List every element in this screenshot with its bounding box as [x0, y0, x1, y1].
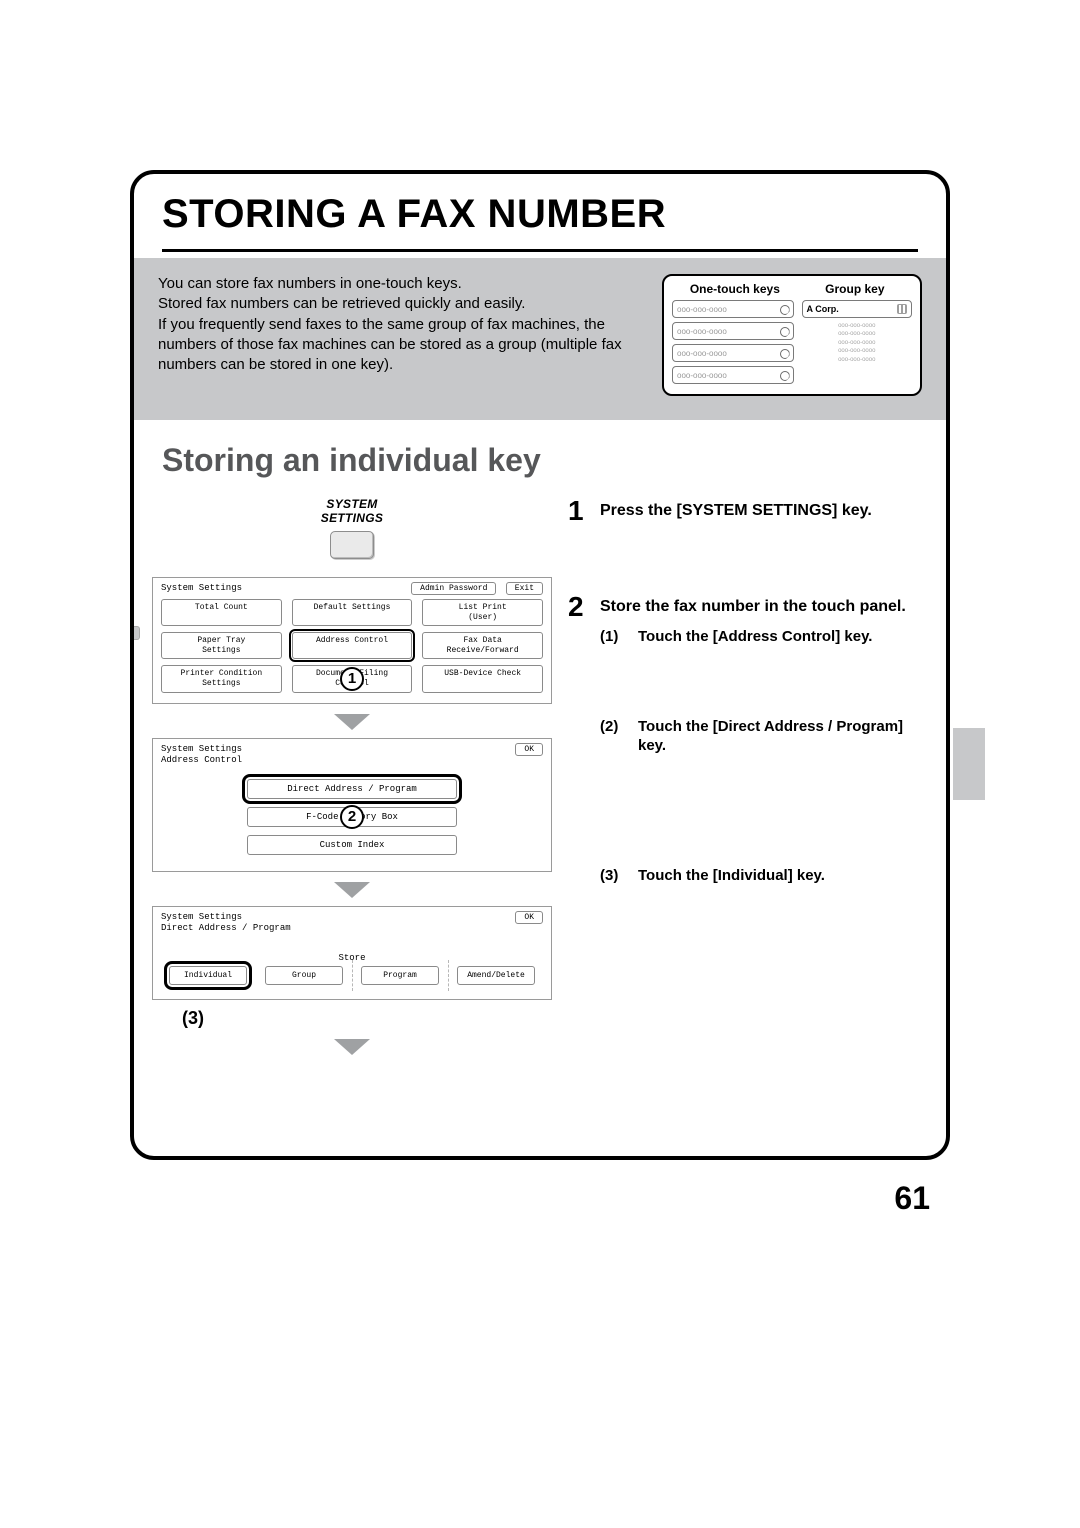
substep-1: (1) Touch the [Address Control] key.: [600, 627, 918, 647]
address-control-button[interactable]: Address Control: [292, 632, 413, 659]
system-settings-hardkey: [330, 531, 374, 559]
group-key-label: A Corp.: [807, 304, 839, 314]
keys-illustration: One-touch keys Group key ooo-ooo-oooo oo…: [662, 274, 922, 396]
fcode-memory-box-button[interactable]: F-Code Memory Box 2: [247, 807, 457, 827]
panel2-title: System Settings: [161, 744, 242, 754]
page-frame: STORING A FAX NUMBER You can store fax n…: [130, 170, 950, 1160]
panel3-subtitle: Direct Address / Program: [161, 923, 291, 933]
panel1-title: System Settings: [161, 583, 242, 593]
phone-icon: [779, 326, 789, 336]
down-arrow-icon: [334, 714, 370, 730]
steps-area: SYSTEM SETTINGS System Settings Admin Pa…: [134, 489, 946, 1069]
group-button[interactable]: Group: [265, 966, 343, 985]
substep-number: (2): [600, 717, 630, 756]
onetouch-key: ooo-ooo-oooo: [672, 322, 794, 340]
touch-panel-direct-address: System Settings Direct Address / Program…: [152, 906, 552, 1000]
down-arrow-icon: [334, 1039, 370, 1055]
program-button[interactable]: Program: [361, 966, 439, 985]
phone-icon: [779, 348, 789, 358]
substep-text: Touch the [Direct Address / Program] key…: [638, 717, 918, 756]
left-tab-handle: [130, 626, 140, 640]
substep-number: (3): [600, 866, 630, 886]
paper-tray-button[interactable]: Paper TraySettings: [161, 632, 282, 659]
intro-line: If you frequently send faxes to the same…: [158, 315, 644, 376]
instruction-column: 1 Press the [SYSTEM SETTINGS] key. 2 Sto…: [568, 493, 918, 1059]
intro-line: Stored fax numbers can be retrieved quic…: [158, 294, 644, 314]
group-numbers: ooo-ooo-oooo ooo-ooo-oooo ooo-ooo-oooo o…: [802, 322, 912, 364]
step-title: Press the [SYSTEM SETTINGS] key.: [600, 497, 872, 525]
individual-button[interactable]: Individual: [169, 966, 247, 985]
callout-1-badge: 1: [340, 667, 364, 691]
touch-panel-address-control: System Settings Address Control OK Direc…: [152, 738, 552, 872]
step-title: Store the fax number in the touch panel.: [600, 593, 906, 621]
ok-button[interactable]: OK: [515, 743, 543, 756]
default-settings-button[interactable]: Default Settings: [292, 599, 413, 626]
group-header: Group key: [798, 282, 912, 296]
system-settings-key-illustration: SYSTEM SETTINGS: [152, 493, 552, 569]
chapter-tab: [953, 728, 985, 800]
fax-data-button[interactable]: Fax DataReceive/Forward: [422, 632, 543, 659]
document-filing-button[interactable]: Document FilingControl 1: [292, 665, 413, 692]
group-column: A Corp. ooo-ooo-oooo ooo-ooo-oooo ooo-oo…: [802, 300, 912, 384]
page-title: STORING A FAX NUMBER: [162, 192, 918, 237]
store-button-row: Individual Group Program Amend/Delete: [161, 966, 543, 989]
printer-condition-button[interactable]: Printer ConditionSettings: [161, 665, 282, 692]
touch-panel-system-settings: System Settings Admin Password Exit Tota…: [152, 577, 552, 704]
onetouch-key: ooo-ooo-oooo: [672, 344, 794, 362]
step-1: 1 Press the [SYSTEM SETTINGS] key.: [568, 497, 918, 525]
intro-text: You can store fax numbers in one-touch k…: [158, 274, 644, 396]
phone-icon: [779, 370, 789, 380]
substep-2: (2) Touch the [Direct Address / Program]…: [600, 717, 918, 756]
step-number: 1: [568, 497, 590, 525]
substep-text: Touch the [Individual] key.: [638, 866, 825, 886]
amend-delete-button[interactable]: Amend/Delete: [457, 966, 535, 985]
direct-address-program-button[interactable]: Direct Address / Program: [247, 779, 457, 799]
intro-band: You can store fax numbers in one-touch k…: [134, 258, 946, 420]
total-count-button[interactable]: Total Count: [161, 599, 282, 626]
usb-device-check-button[interactable]: USB-Device Check: [422, 665, 543, 692]
illustration-column: SYSTEM SETTINGS System Settings Admin Pa…: [152, 493, 552, 1059]
admin-password-button[interactable]: Admin Password: [411, 582, 496, 595]
callout-2-badge: 2: [340, 805, 364, 829]
substep-text: Touch the [Address Control] key.: [638, 627, 872, 647]
title-bar: STORING A FAX NUMBER: [134, 174, 946, 245]
onetouch-key: ooo-ooo-oooo: [672, 366, 794, 384]
onetouch-key: ooo-ooo-oooo: [672, 300, 794, 318]
panel3-title: System Settings: [161, 912, 291, 922]
onetouch-column: ooo-ooo-oooo ooo-ooo-oooo ooo-ooo-oooo o…: [672, 300, 794, 384]
panel2-subtitle: Address Control: [161, 755, 242, 765]
list-print-button[interactable]: List Print(User): [422, 599, 543, 626]
section-heading: Storing an individual key: [134, 420, 946, 489]
system-label-line1: SYSTEM: [152, 497, 552, 511]
step-2: 2 Store the fax number in the touch pane…: [568, 593, 918, 621]
substep-number: (1): [600, 627, 630, 647]
custom-index-button[interactable]: Custom Index: [247, 835, 457, 855]
system-label-line2: SETTINGS: [152, 511, 552, 525]
intro-line: You can store fax numbers in one-touch k…: [158, 274, 644, 294]
title-underline: [162, 249, 918, 252]
ok-button[interactable]: OK: [515, 911, 543, 924]
step-number: 2: [568, 593, 590, 621]
callout-3-label: (3): [182, 1008, 552, 1029]
exit-button[interactable]: Exit: [506, 582, 543, 595]
group-key: A Corp.: [802, 300, 912, 318]
phone-icon: [779, 304, 789, 314]
group-icon: [897, 304, 907, 314]
down-arrow-icon: [334, 882, 370, 898]
keys-header: One-touch keys Group key: [672, 282, 912, 296]
onetouch-header: One-touch keys: [672, 282, 798, 296]
page-number: 61: [894, 1180, 930, 1217]
substep-3: (3) Touch the [Individual] key.: [600, 866, 918, 886]
